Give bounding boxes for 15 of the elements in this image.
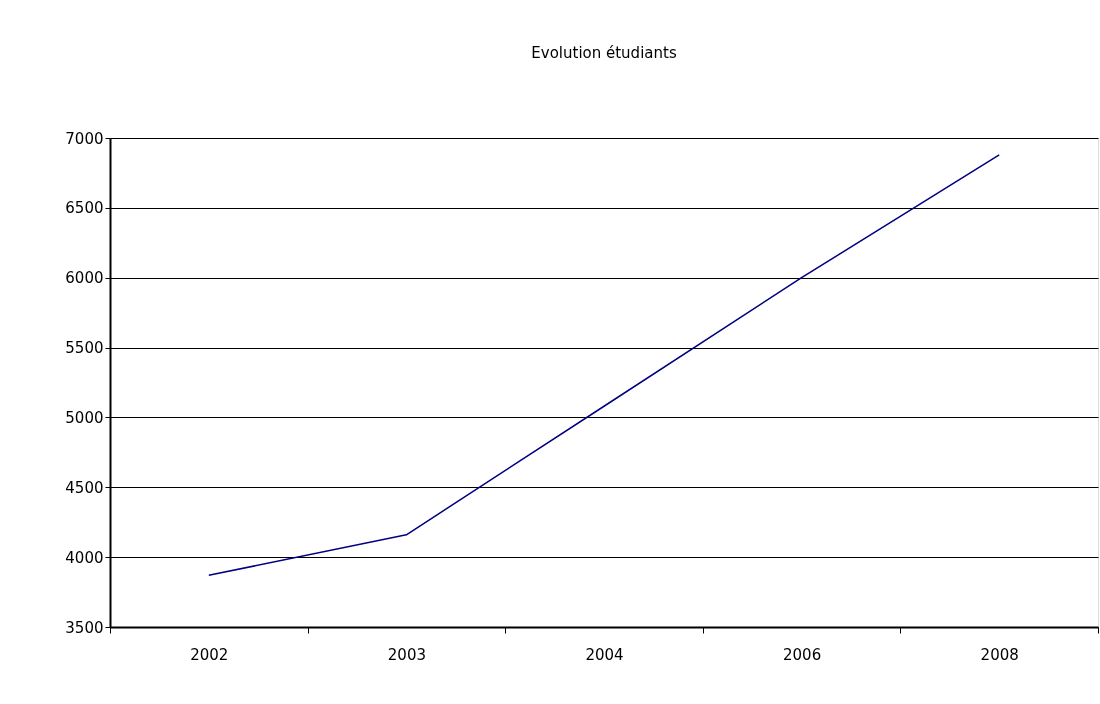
y-tick-label: 4500: [65, 478, 104, 497]
x-tick-label: 2003: [387, 645, 426, 664]
line-series: [208, 154, 1000, 577]
y-tick-label: 5000: [65, 408, 104, 427]
x-tick-label: 2002: [190, 645, 229, 664]
x-tick-label: 2006: [783, 645, 822, 664]
y-tick-label: 5500: [65, 339, 104, 358]
y-tick-label: 4000: [65, 548, 104, 567]
y-tick-label: 6500: [65, 199, 104, 218]
x-tick-label: 2008: [980, 645, 1019, 664]
y-tick-label: 6000: [65, 269, 104, 288]
chart-title: Evolution étudiants: [531, 44, 677, 62]
y-tick-label: 7000: [65, 129, 104, 148]
y-tick-label: 3500: [65, 618, 104, 637]
x-tick-label: 2004: [585, 645, 624, 664]
